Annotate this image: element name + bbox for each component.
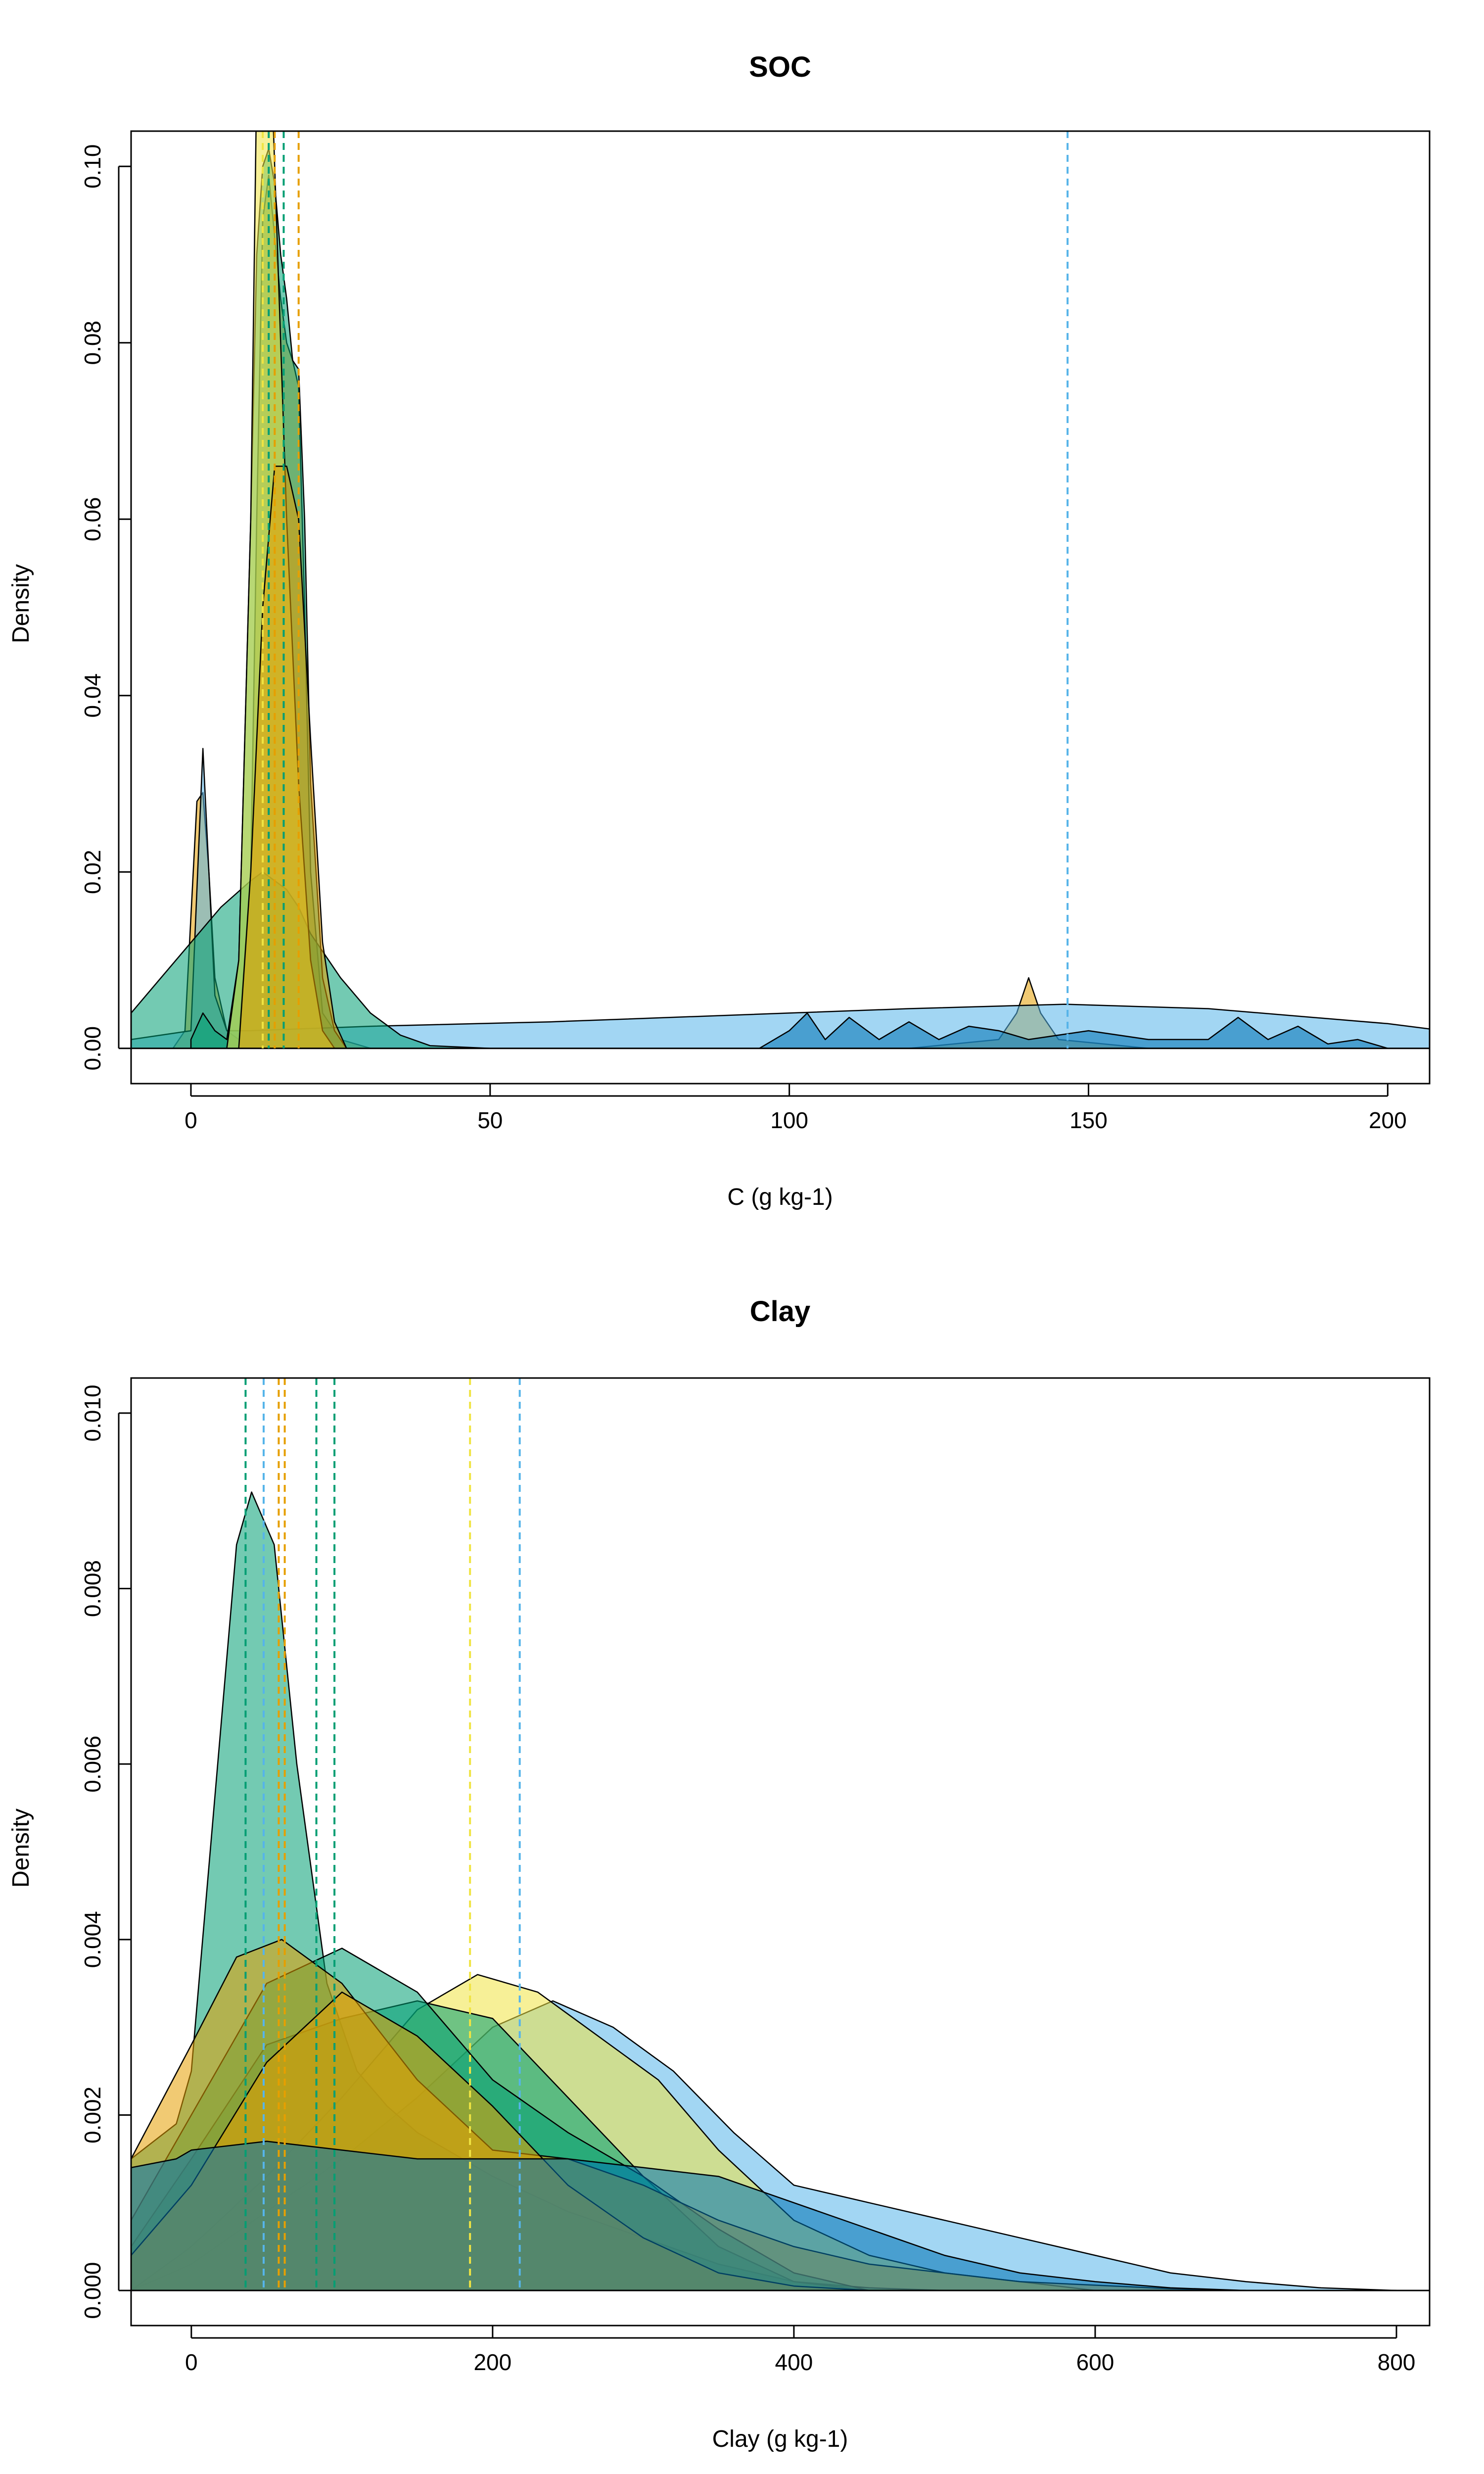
density-curve-7 <box>131 2141 1247 2291</box>
y-tick-label: 0.04 <box>80 673 105 718</box>
y-tick-label: 0.004 <box>80 1911 105 1968</box>
clay-density-panel: Clay Clay (g kg-1) Density 0 200 400 600 800… <box>8 1295 1431 2452</box>
density-curve-0 <box>172 174 1430 1049</box>
y-tick-label: 0.08 <box>80 321 105 365</box>
y-tick-label: 0.00 <box>80 1026 105 1071</box>
plot-frame <box>130 1377 1431 2327</box>
x-tick-label: 800 <box>1378 2349 1416 2375</box>
x-tick-label: 0 <box>185 1107 197 1133</box>
y-tick-label: 0.008 <box>80 1560 105 1617</box>
y-tick-label: 0.002 <box>80 2087 105 2143</box>
density-curve-6 <box>758 1012 1389 1049</box>
chart-title: SOC <box>749 51 811 83</box>
y-tick-label: 0.006 <box>80 1736 105 1793</box>
chart-title: Clay <box>750 1295 811 1328</box>
plot-area <box>131 1378 1430 2291</box>
x-tick-label: 200 <box>473 2349 511 2375</box>
x-axis-label: Clay (g kg-1) <box>712 2426 848 2452</box>
x-tick-label: 200 <box>1369 1107 1407 1133</box>
x-tick-label: 600 <box>1076 2349 1114 2375</box>
y-axis-label: Density <box>8 1808 34 1888</box>
x-axis-label: C (g kg-1) <box>727 1184 833 1210</box>
x-tick-label: 400 <box>775 2349 813 2375</box>
x-tick-label: 150 <box>1069 1107 1108 1133</box>
plot-area <box>131 131 1430 1049</box>
density-curve-5 <box>238 466 347 1049</box>
x-tick-label: 100 <box>770 1107 808 1133</box>
plot-frame <box>130 130 1431 1085</box>
x-tick-label: 0 <box>185 2349 198 2375</box>
y-tick-label: 0.000 <box>80 2262 105 2319</box>
y-tick-label: 0.010 <box>80 1384 105 1441</box>
y-tick-label: 0.06 <box>80 497 105 541</box>
y-axis-label: Density <box>8 564 34 643</box>
y-tick-label: 0.02 <box>80 850 105 894</box>
x-tick-label: 50 <box>477 1107 503 1133</box>
soc-density-panel: SOC C (g kg-1) Density 0 50 100 150 200 0.00 0… <box>8 51 1431 1210</box>
y-tick-label: 0.10 <box>80 144 105 189</box>
